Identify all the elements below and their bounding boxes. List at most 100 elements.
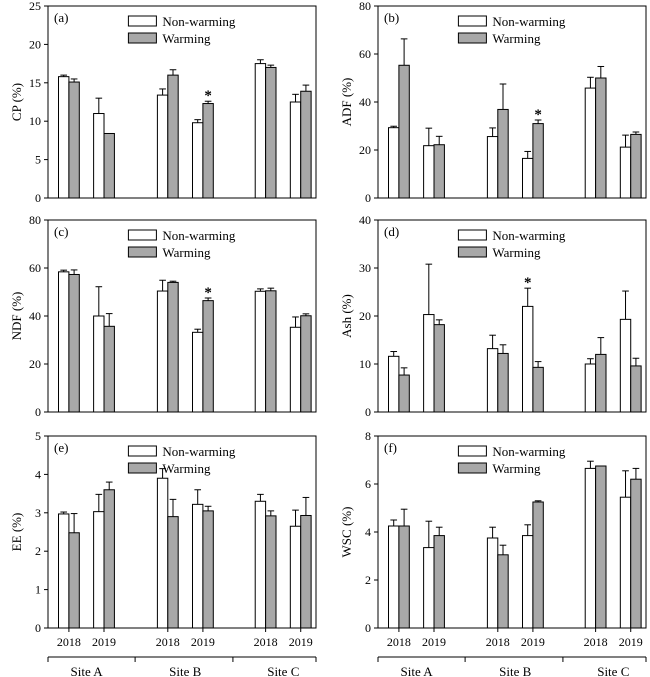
y-tick-label: 80 [359, 0, 371, 13]
bar-non-warming-5 [619, 146, 632, 199]
legend-label: Non-warming [162, 14, 235, 29]
legend-label: Non-warming [492, 228, 565, 243]
bar-non-warming-4 [584, 363, 597, 413]
x-tick-label: 2019 [422, 635, 446, 649]
legend-label: Non-warming [492, 14, 565, 29]
significance-marker: * [204, 285, 212, 301]
y-tick-label: 10 [359, 357, 371, 371]
bar-warming-5 [630, 365, 642, 413]
y-tick-label: 40 [359, 95, 371, 109]
bar-non-warming-5 [619, 318, 632, 413]
y-tick-label: 40 [29, 309, 41, 323]
bar-non-warming-1 [93, 315, 105, 413]
significance-marker: * [204, 88, 212, 104]
bar-warming-0 [398, 374, 410, 413]
legend-label: Non-warming [162, 444, 235, 459]
legend-label: Warming [492, 245, 541, 260]
legend-swatch-non-warming [457, 445, 487, 457]
bar-warming-1 [433, 535, 445, 629]
bar-warming-3 [532, 123, 544, 199]
chart-panel-d: 0 10 20 30 40 Ash (%) (d) * Non-warming Warming [339, 213, 647, 419]
panel-label: (a) [54, 10, 68, 25]
bar-non-warming-0 [58, 76, 70, 199]
bar-warming-0 [68, 81, 80, 199]
bar-non-warming-2 [156, 477, 169, 629]
y-tick-label: 40 [359, 213, 371, 227]
chart-panel-e: 0 1 2 3 4 5 EE (%) (e) Non-warming Warming 2018 201… [9, 429, 317, 677]
x-tick-label: 2019 [191, 635, 215, 649]
x-tick-label: 2019 [289, 635, 313, 649]
bar-warming-4 [265, 515, 277, 629]
legend-label: Non-warming [492, 444, 565, 459]
x-tick-label: 2019 [619, 635, 643, 649]
bar-non-warming-1 [423, 145, 435, 199]
plot-frame [47, 5, 317, 199]
bar-non-warming-4 [254, 500, 267, 629]
bar-warming-2 [497, 554, 509, 629]
y-tick-label: 20 [29, 37, 41, 51]
y-tick-label: 20 [359, 309, 371, 323]
y-tick-label: 2 [35, 544, 41, 558]
bar-non-warming-0 [388, 525, 400, 629]
bar-warming-3 [202, 510, 214, 629]
bar-warming-5 [300, 315, 312, 413]
chart-panel-b: 0 20 40 60 80 ADF (%) (b) * Non-warming Warming [339, 0, 647, 205]
y-tick-label: 8 [365, 429, 371, 443]
y-tick-label: 0 [35, 405, 41, 419]
bar-warming-4 [595, 353, 607, 413]
bar-warming-0 [68, 532, 80, 629]
plot-frame [47, 435, 317, 629]
bar-warming-5 [300, 514, 312, 629]
bar-non-warming-3 [522, 535, 534, 629]
bar-non-warming-0 [58, 271, 70, 413]
bar-warming-2 [497, 352, 509, 413]
legend-swatch-warming [127, 462, 157, 474]
bar-non-warming-5 [289, 525, 302, 629]
bar-warming-1 [433, 324, 445, 413]
y-tick-label: 30 [359, 261, 371, 275]
x-tick-label: 2018 [254, 635, 278, 649]
legend-swatch-non-warming [457, 15, 487, 27]
x-tick-label: 2019 [92, 635, 116, 649]
y-tick-label: 25 [29, 0, 41, 13]
legend-swatch-warming [127, 246, 157, 258]
y-tick-label: 15 [29, 76, 41, 90]
y-tick-label: 0 [365, 405, 371, 419]
group-label-site-c: Site C [267, 664, 299, 677]
y-tick-label: 0 [35, 621, 41, 635]
bar-warming-4 [265, 290, 277, 413]
y-tick-label: 3 [35, 506, 41, 520]
bar-non-warming-1 [93, 511, 105, 629]
y-tick-label: 60 [359, 47, 371, 61]
x-tick-label: 2018 [486, 635, 510, 649]
bar-warming-0 [398, 525, 410, 629]
chart-panel-a: 0 5 10 15 20 25 CP (%) (a) * Non-warming Warming [9, 0, 317, 205]
legend-swatch-non-warming [127, 445, 157, 457]
legend-swatch-warming [457, 32, 487, 44]
bar-warming-1 [103, 325, 115, 413]
bar-non-warming-4 [584, 467, 597, 629]
bar-non-warming-3 [192, 122, 204, 199]
panel-label: (e) [54, 440, 68, 455]
x-tick-label: 2018 [584, 635, 608, 649]
legend-swatch-non-warming [127, 15, 157, 27]
bar-non-warming-3 [192, 503, 204, 629]
y-tick-label: 4 [365, 525, 371, 539]
bar-warming-4 [265, 66, 277, 199]
bar-warming-1 [433, 144, 445, 199]
bar-warming-1 [103, 132, 115, 199]
bar-non-warming-3 [522, 305, 534, 413]
bar-non-warming-3 [522, 157, 534, 199]
chart-panel-f: 0 2 4 6 8 WSC (%) (f) Non-warming Warming 2018 201… [339, 429, 647, 677]
y-tick-label: 0 [35, 191, 41, 205]
legend-swatch-warming [127, 32, 157, 44]
legend-swatch-non-warming [457, 229, 487, 241]
x-tick-label: 2018 [57, 635, 81, 649]
x-tick-label: 2018 [387, 635, 411, 649]
bar-non-warming-2 [156, 290, 169, 413]
y-tick-label: 20 [29, 357, 41, 371]
legend-label: Warming [492, 461, 541, 476]
bar-warming-2 [167, 74, 179, 199]
y-tick-label: 0 [365, 191, 371, 205]
bar-warming-0 [68, 273, 80, 413]
